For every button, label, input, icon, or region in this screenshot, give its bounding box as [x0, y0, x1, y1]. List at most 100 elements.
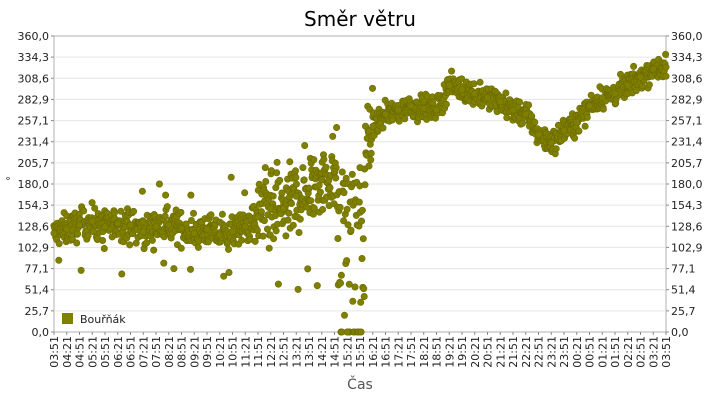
data-point — [296, 215, 304, 223]
x-tick-label: 22:51 — [533, 336, 546, 368]
x-tick-label: 16:21 — [367, 336, 380, 368]
x-tick-label: 14:51 — [329, 336, 342, 368]
data-point — [470, 80, 478, 88]
data-point — [143, 239, 151, 247]
y-tick-label-left: 257,1 — [18, 115, 50, 128]
data-point — [357, 217, 365, 225]
x-tick-label: 16:51 — [380, 336, 393, 368]
data-point — [360, 285, 368, 293]
trend-point — [88, 217, 96, 225]
data-point — [225, 245, 233, 253]
trend-point — [305, 184, 313, 192]
data-point — [349, 297, 357, 305]
x-tick-label: 03:51 — [660, 336, 673, 368]
trend-point — [534, 131, 542, 139]
data-point — [273, 158, 281, 166]
x-tick-label: 11:21 — [239, 336, 252, 368]
data-point — [347, 226, 355, 234]
y-tick-label-left: 25,7 — [25, 305, 50, 318]
trend-point — [420, 104, 428, 112]
data-point — [273, 169, 281, 177]
data-point — [272, 227, 280, 235]
data-point — [294, 285, 302, 293]
x-tick-label: 04:21 — [61, 336, 74, 368]
x-tick-label: 03:21 — [647, 336, 660, 368]
trend-point — [369, 122, 377, 130]
data-point — [337, 271, 345, 279]
trend-point — [496, 98, 504, 106]
data-point — [531, 118, 539, 126]
data-point — [301, 142, 309, 150]
data-point — [300, 176, 308, 184]
y-tick-label-right: 102,9 — [671, 241, 703, 254]
data-point — [571, 134, 579, 142]
data-point — [357, 328, 365, 336]
data-point — [503, 114, 511, 122]
data-point — [177, 208, 185, 216]
data-point — [265, 244, 273, 252]
x-tick-label: 18:21 — [418, 336, 431, 368]
x-tick-label: 08:51 — [176, 336, 189, 368]
data-point — [429, 99, 437, 107]
data-point — [476, 78, 484, 86]
x-tick-label: 04:51 — [74, 336, 87, 368]
data-point — [295, 229, 303, 237]
trend-point — [114, 220, 122, 228]
data-point — [241, 189, 249, 197]
trend-point — [76, 221, 84, 229]
y-tick-label-left: 180,0 — [18, 178, 50, 191]
data-point — [360, 292, 368, 300]
trend-point — [573, 118, 581, 126]
trend-point — [241, 223, 249, 231]
data-point — [91, 204, 99, 212]
data-point — [218, 210, 226, 218]
trend-point — [267, 205, 275, 213]
data-point — [292, 180, 300, 188]
data-point — [100, 245, 108, 253]
data-point — [336, 203, 344, 211]
data-point — [662, 50, 670, 58]
x-tick-label: 06:51 — [125, 336, 138, 368]
data-point — [368, 84, 376, 92]
chart-title: Směr větru — [304, 7, 416, 31]
data-point — [190, 209, 198, 217]
data-point — [289, 221, 297, 229]
x-tick-label: 00:51 — [584, 336, 597, 368]
x-tick-label: 23:51 — [558, 336, 571, 368]
trend-point — [624, 81, 632, 89]
data-point — [194, 243, 202, 251]
x-tick-label: 23:21 — [545, 336, 558, 368]
trend-point — [471, 90, 479, 98]
y-tick-label-left: 102,9 — [18, 241, 50, 254]
data-point — [77, 266, 85, 274]
trend-point — [216, 231, 224, 239]
data-point — [343, 257, 351, 265]
data-point — [187, 265, 195, 273]
data-point — [599, 105, 607, 113]
x-tick-label: 05:51 — [99, 336, 112, 368]
legend: Bouřňák — [62, 313, 126, 326]
data-point — [458, 75, 466, 83]
data-point — [84, 232, 92, 240]
trend-point — [63, 225, 71, 233]
data-point — [310, 204, 318, 212]
data-point — [118, 270, 126, 278]
data-point — [442, 100, 450, 108]
x-tick-label: 15:21 — [341, 336, 354, 368]
y-tick-label-right: 51,4 — [671, 284, 696, 297]
x-tick-label: 06:21 — [112, 336, 125, 368]
data-point — [138, 187, 146, 195]
data-point — [187, 217, 195, 225]
data-point — [74, 230, 82, 238]
trend-point — [560, 127, 568, 135]
x-tick-label: 22:21 — [520, 336, 533, 368]
data-point — [263, 225, 271, 233]
trend-point — [432, 106, 440, 114]
x-tick-label: 17:51 — [405, 336, 418, 368]
x-tick-label: 20:21 — [469, 336, 482, 368]
x-tick-label: 03:51 — [48, 336, 61, 368]
data-point — [348, 170, 356, 178]
data-point — [284, 216, 292, 224]
data-point — [662, 72, 670, 80]
